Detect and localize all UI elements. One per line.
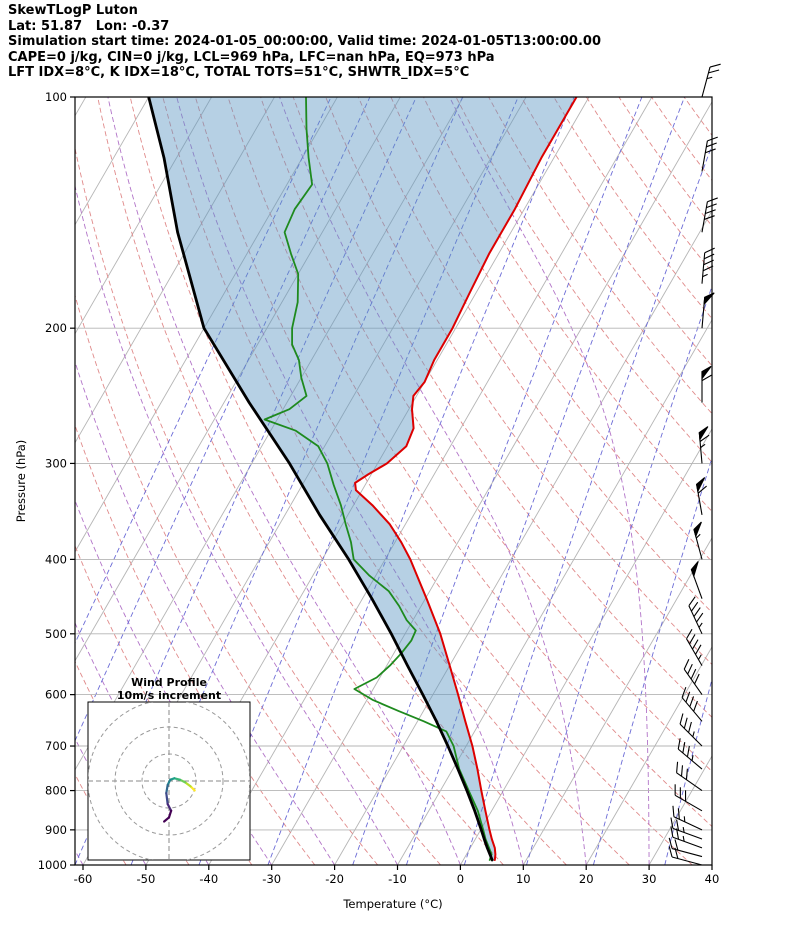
x-tick-label: -30	[262, 872, 281, 886]
wind-barb	[668, 837, 703, 858]
parcel-curve	[147, 97, 494, 862]
y-tick-label: 500	[45, 627, 67, 641]
y-axis-label: Pressure (hPa)	[14, 440, 28, 523]
x-tick-label: -10	[388, 872, 407, 886]
y-tick-label: 600	[45, 688, 67, 702]
hodograph-trace-segment	[165, 792, 169, 806]
y-tick-label: 700	[45, 739, 67, 753]
wind-barb	[681, 687, 703, 722]
hodograph-trace-segment	[165, 783, 169, 795]
hodograph-inset	[87, 701, 251, 861]
x-tick-label: -20	[325, 872, 344, 886]
shaded-area	[148, 97, 577, 860]
y-tick-label: 400	[45, 552, 67, 566]
wind-barb	[686, 628, 703, 666]
wind-barb	[701, 136, 718, 172]
wind-barb	[674, 784, 703, 812]
x-tick-label: 0	[457, 872, 464, 886]
hodograph-ring	[114, 726, 224, 836]
indices-line: LFT IDX=8°C, K IDX=18°C, TOTAL TOTS=51°C…	[8, 65, 470, 81]
wind-barb	[683, 659, 703, 695]
hodograph-title: Wind Profile	[131, 676, 207, 689]
x-tick-label: -40	[199, 872, 218, 886]
hodograph-trace-segment	[166, 802, 173, 812]
x-axis-label: Temperature (°C)	[342, 897, 442, 911]
y-tick-label: 900	[45, 823, 67, 837]
wind-barb	[701, 365, 712, 403]
wind-barb	[701, 292, 715, 329]
wind-barb	[672, 805, 703, 831]
cape-cin-line: CAPE=0 j/kg, CIN=0 j/kg, LCL=969 hPa, LF…	[8, 49, 495, 65]
x-tick-label: -50	[137, 872, 156, 886]
wind-barb	[688, 596, 704, 635]
wind-barb	[679, 713, 703, 747]
moist-adiabat-lines	[75, 97, 712, 865]
x-tick-label: 10	[516, 872, 531, 886]
wind-barb	[690, 561, 703, 599]
wind-barb-column	[668, 63, 721, 866]
y-tick-label: 800	[45, 784, 67, 798]
x-tick-label: 30	[642, 872, 657, 886]
wind-barb	[698, 426, 710, 464]
y-tick-label: 200	[45, 321, 67, 335]
hodograph-trace-segment	[167, 809, 173, 819]
x-tick-label: 20	[579, 872, 594, 886]
y-tick-label: 1000	[38, 858, 67, 872]
y-tick-label: 300	[45, 456, 67, 470]
wind-barb	[701, 63, 721, 98]
x-tick-label: -60	[74, 872, 93, 886]
lat-lon-line: Lat: 51.87 Lon: -0.37	[8, 18, 170, 34]
wind-barb	[701, 197, 718, 233]
wind-barb	[696, 477, 707, 515]
x-tick-label: 40	[705, 872, 720, 886]
wind-barb	[676, 761, 703, 792]
header-block: SkewTLogP Luton Lat: 51.87 Lon: -0.37 Si…	[8, 3, 601, 81]
plot-frame	[74, 96, 713, 866]
wind-barb	[677, 738, 703, 770]
temperature-curve	[354, 97, 578, 861]
wind-barb	[701, 247, 715, 284]
chart-title: SkewTLogP Luton	[8, 3, 138, 18]
dewpoint-curve	[263, 97, 493, 861]
sim-time-line: Simulation start time: 2024-01-05_00:00:…	[8, 34, 601, 50]
sounding-curves	[147, 97, 578, 862]
hodograph-trace-segment	[184, 781, 192, 788]
hodograph-subtitle: 10m/s increment	[117, 689, 221, 702]
parcel-environment-shading	[148, 97, 577, 860]
y-tick-label: 100	[45, 90, 67, 104]
hodograph-trace-segment	[163, 816, 171, 823]
wind-barb	[670, 817, 703, 840]
wind-barb	[693, 521, 703, 560]
